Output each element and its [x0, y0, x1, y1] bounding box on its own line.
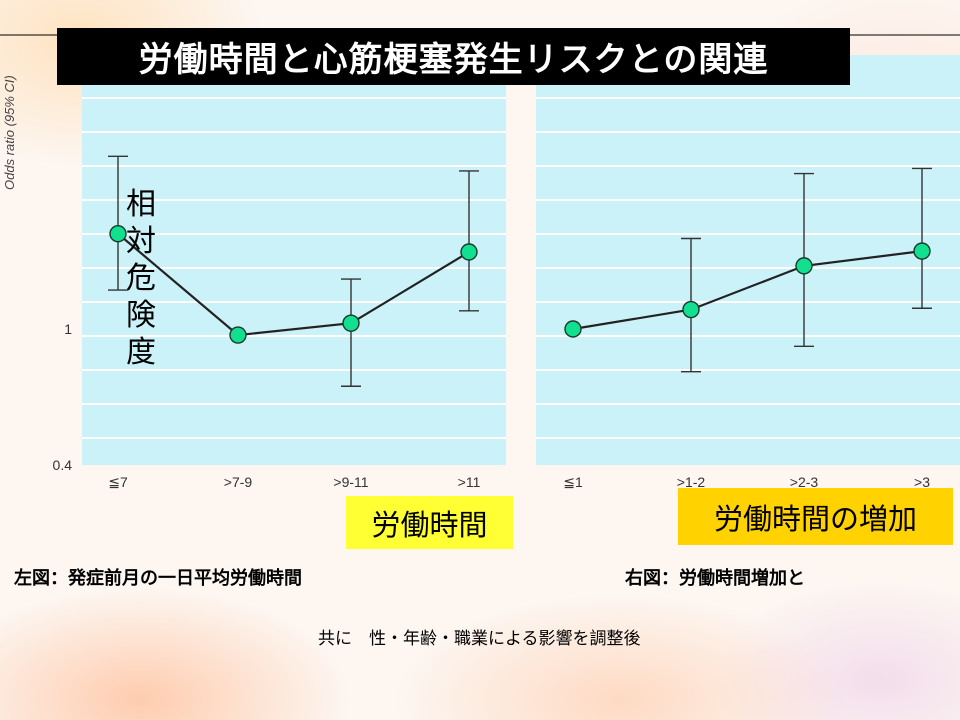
x-tick-label: >3: [914, 474, 930, 490]
plot-background: [82, 55, 506, 465]
data-point: [229, 326, 247, 344]
data-point: [342, 314, 360, 332]
data-point: [682, 300, 700, 319]
x-tick-label: >2-3: [790, 474, 819, 490]
data-point: [913, 242, 931, 260]
right-panel: ≦1 >1-2 >2-3 >3: [536, 55, 960, 490]
footnote: 共に 性・年齢・職業による影響を調整後: [318, 629, 641, 649]
data-point: [109, 225, 127, 243]
x-tick-label: ≦1: [563, 474, 583, 490]
x-tick-label: >1-2: [677, 474, 706, 490]
right-x-axis-title: 労働時間の増加: [678, 488, 953, 545]
data-point: [795, 257, 813, 275]
x-tick-label: >7-9: [224, 474, 253, 490]
y-axis-title: Odds ratio (95% CI): [2, 75, 17, 190]
y-tick-label: 1: [64, 321, 72, 337]
x-tick-label: >9-11: [333, 474, 368, 490]
series-line: [117, 232, 470, 337]
data-point: [564, 320, 582, 338]
caption-left: 左図：発症前月の一日平均労働時間: [14, 568, 302, 589]
left-panel: 1 0.4 ≦7 >7-9 >9-11 >11: [53, 55, 506, 490]
x-tick-label: ≦7: [108, 474, 128, 490]
x-tick-label: >11: [458, 474, 481, 490]
page-title: 労働時間と心筋梗塞発生リスクとの関連: [57, 28, 850, 85]
y-tick-label: 0.4: [53, 457, 73, 473]
relative-risk-label: 相 対 危 険 度: [126, 187, 156, 370]
series-line: [572, 250, 923, 331]
left-x-axis-title: 労働時間: [346, 496, 513, 549]
data-point: [460, 243, 478, 261]
plot-background: [536, 55, 960, 465]
caption-right: 右図：労働時間増加と: [625, 568, 805, 589]
